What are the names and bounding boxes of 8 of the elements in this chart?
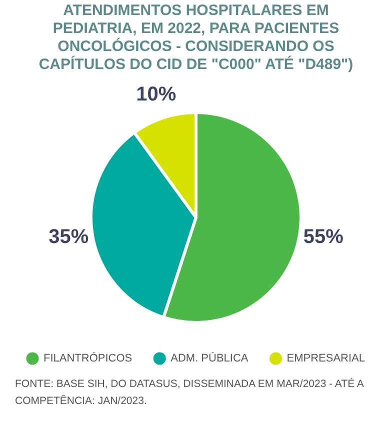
- legend-label: EMPRESARIAL: [286, 352, 366, 365]
- chart-title: ATENDIMENTOS HOSPITALARES EM PEDIATRIA, EM 2022, PARA PACIENTES ONCOLÓGICOS - CONSIDERANDO OS CAPÍTULOS DO CID DE "C000" ATÉ "D489"): [38, 2, 354, 74]
- legend-label: ADM. PÚBLICA: [170, 352, 249, 365]
- data-label: 10%: [136, 83, 176, 106]
- legend-label: FILANTRÓPICOS: [44, 352, 132, 365]
- data-label: 55%: [303, 226, 344, 248]
- data-label: 35%: [48, 226, 89, 248]
- source-note: FONTE: BASE SIH, DO DATASUS, DISSEMINADA EM MAR/2023 - ATÉ A COMPETÊNCIA: JAN/2023.: [15, 376, 365, 409]
